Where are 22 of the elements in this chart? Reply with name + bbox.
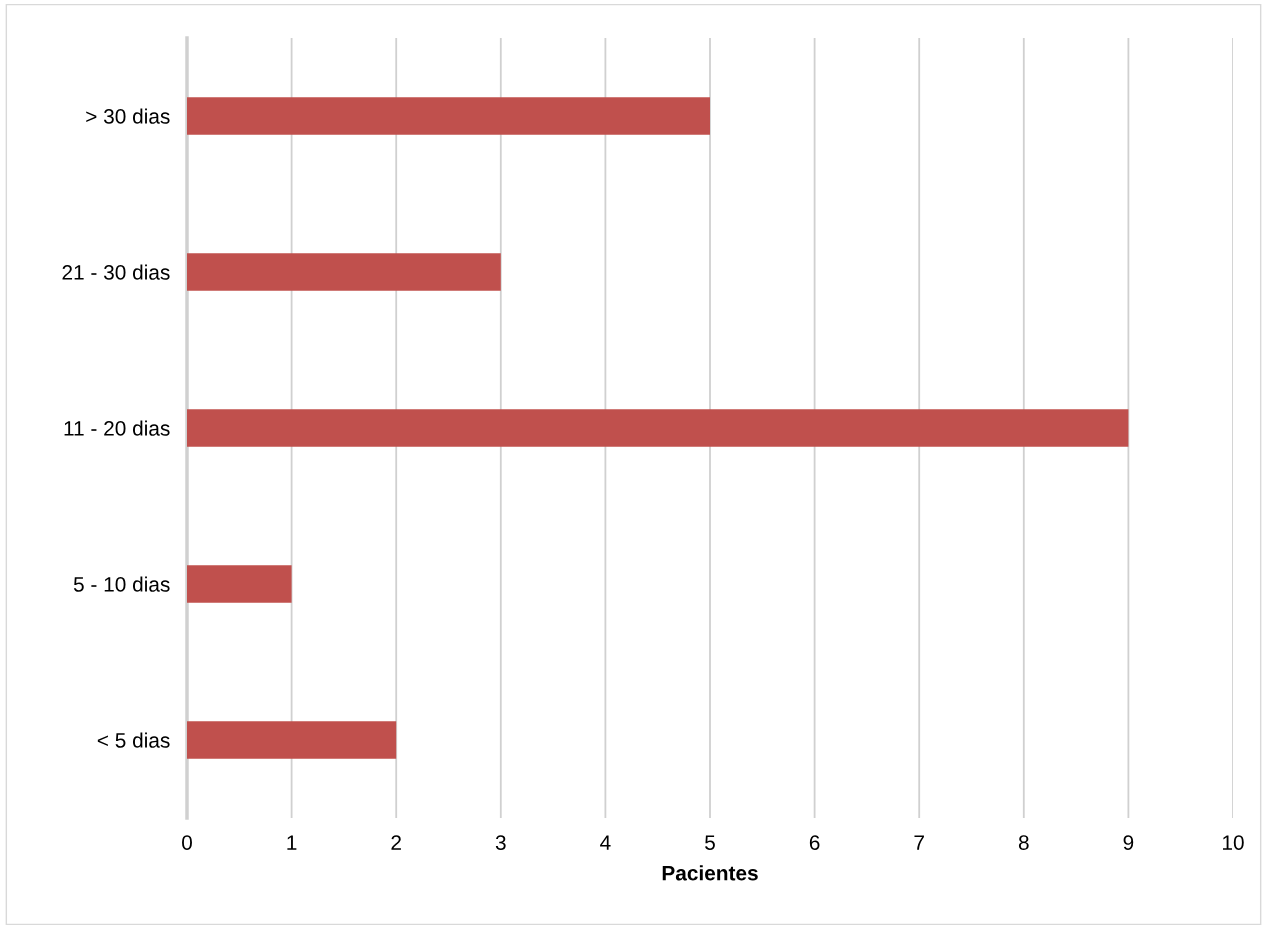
bar [187, 721, 397, 759]
y-tick-label: 11 - 20 dias [64, 420, 170, 436]
x-tick-label: 4 [600, 835, 611, 850]
y-tick-label: 21 - 30 dias [62, 264, 170, 280]
y-tick-label: < 5 dias [97, 732, 170, 748]
x-tick-label: 7 [914, 835, 924, 850]
x-tick-label: 3 [495, 835, 506, 850]
x-tick-label: 10 [1223, 835, 1244, 850]
y-tick-label: > 30 dias [86, 108, 170, 124]
bar [187, 565, 292, 603]
x-tick-label: 1 [287, 835, 297, 850]
x-axis-title: Pacientes [662, 865, 758, 881]
x-tick-label: 2 [391, 835, 401, 850]
bar [187, 409, 1129, 447]
x-tick-label: 8 [1018, 835, 1029, 850]
x-tick-label: 5 [705, 835, 715, 850]
x-tick-label: 9 [1123, 835, 1134, 850]
y-tick-label: 5 - 10 dias [73, 576, 170, 592]
bar [187, 253, 501, 291]
bar [187, 97, 710, 135]
x-tick-label: 6 [809, 835, 820, 850]
x-tick-label: 0 [182, 835, 192, 850]
